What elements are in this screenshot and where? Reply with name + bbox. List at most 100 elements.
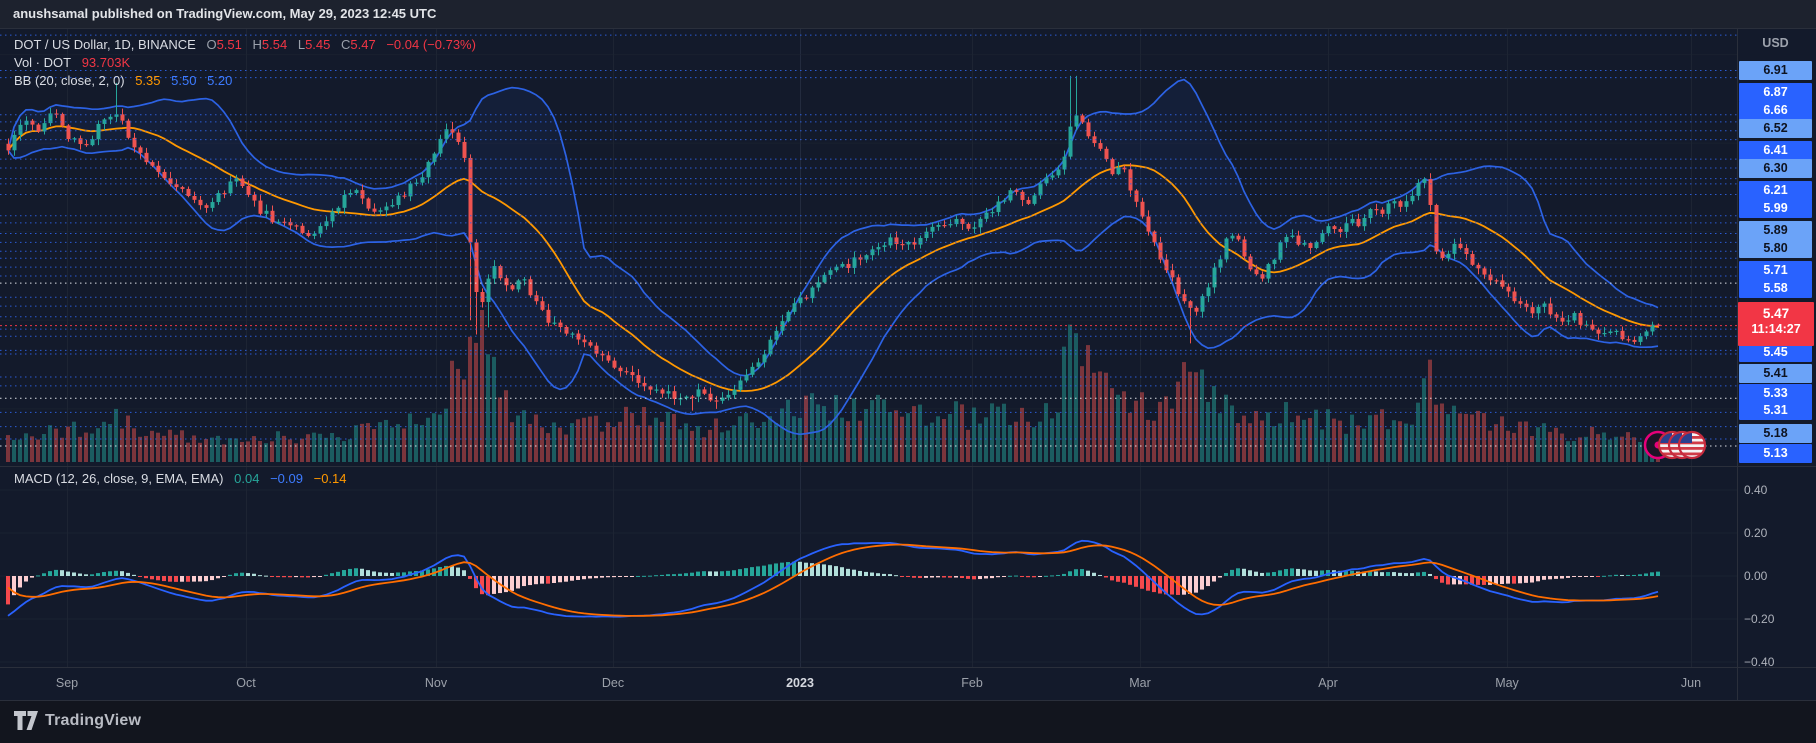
price-axis-label[interactable]: 6.21 — [1739, 180, 1812, 200]
price-axis-label[interactable]: 5.41 — [1739, 363, 1812, 383]
macd-histogram-bar — [132, 574, 136, 576]
time-axis-label[interactable]: Nov — [424, 676, 448, 690]
candle-body — [708, 393, 713, 401]
volume-bar — [624, 406, 628, 462]
volume-bar — [1296, 415, 1300, 462]
price-axis-label[interactable]: 5.99 — [1739, 198, 1812, 218]
macd-histogram-bar — [690, 572, 694, 576]
time-axis-label[interactable]: 2023 — [786, 676, 814, 690]
price-axis-label[interactable]: 6.41 — [1739, 140, 1812, 160]
volume-bar — [426, 417, 430, 462]
price-axis-label[interactable]: 5.45 — [1739, 342, 1812, 362]
price-axis-currency[interactable]: USD — [1762, 36, 1789, 50]
candle-body — [120, 114, 125, 121]
candle-body — [258, 200, 263, 214]
volume-bar — [960, 404, 964, 462]
price-axis-label[interactable]: 6.52 — [1739, 118, 1812, 138]
time-axis-label[interactable]: Dec — [601, 676, 625, 690]
macd-histogram-bar — [366, 570, 370, 576]
time-axis-label[interactable]: Oct — [236, 676, 256, 690]
ohlc-open-value: 5.51 — [216, 37, 242, 52]
candle-body — [306, 232, 311, 236]
volume-legend[interactable]: Vol · DOT 93.703K — [14, 55, 130, 70]
macd-histogram-bar — [654, 575, 658, 577]
bb-lower-value: 5.20 — [207, 73, 233, 88]
volume-bar — [114, 408, 118, 462]
time-axis-label[interactable]: Mar — [1129, 676, 1151, 690]
bb-legend-name: BB (20, close, 2, 0) — [14, 73, 125, 88]
candle-body — [144, 152, 149, 163]
price-axis-label[interactable]: 5.33 — [1739, 383, 1812, 403]
candle-body — [732, 389, 737, 395]
candle-body — [1386, 203, 1391, 214]
volume-bar — [546, 433, 550, 462]
macd-histogram-bar — [1542, 576, 1546, 580]
volume-bar — [270, 441, 274, 462]
tradingview-logo[interactable]: TradingView — [14, 711, 141, 730]
volume-bar — [1452, 405, 1456, 462]
macd-histogram-bar — [258, 575, 262, 577]
candle-body — [600, 353, 605, 356]
price-axis-label[interactable]: 6.66 — [1739, 100, 1812, 120]
volume-bar — [912, 406, 916, 462]
price-axis-label[interactable]: 5.80 — [1739, 238, 1812, 258]
time-axis-label[interactable]: Jun — [1680, 676, 1702, 690]
volume-bar — [1338, 420, 1342, 462]
macd-histogram-bar — [516, 576, 520, 589]
macd-legend[interactable]: MACD (12, 26, close, 9, EMA, EMA) 0.04 −… — [14, 471, 347, 486]
candle-body — [1452, 243, 1457, 254]
macd-histogram-bar — [660, 574, 664, 576]
symbol-title[interactable]: DOT / US Dollar, 1D, BINANCE — [14, 37, 196, 52]
candle-body — [1290, 235, 1295, 237]
price-axis-label[interactable]: 6.87 — [1739, 82, 1812, 102]
macd-line-value: −0.09 — [270, 471, 303, 486]
price-axis-label[interactable]: 6.91 — [1739, 60, 1812, 80]
volume-bar — [438, 414, 442, 462]
price-axis-label[interactable]: 5.89 — [1739, 220, 1812, 240]
candle-body — [1542, 303, 1547, 307]
macd-histogram-bar — [534, 576, 538, 585]
macd-histogram-bar — [186, 576, 190, 582]
volume-bar — [306, 434, 310, 462]
price-axis-label[interactable]: 5.13 — [1739, 443, 1812, 463]
candle-body — [702, 389, 707, 394]
volume-bar — [1218, 413, 1222, 462]
price-axis-label[interactable]: 6.30 — [1739, 158, 1812, 178]
candle-body — [1566, 320, 1571, 322]
time-axis-label[interactable]: May — [1495, 676, 1519, 690]
candle-body — [486, 278, 491, 303]
candle-body — [1242, 239, 1247, 257]
macd-histogram-bar — [1416, 572, 1420, 576]
candle-body — [1140, 201, 1145, 217]
macd-histogram-bar — [1074, 569, 1078, 576]
volume-bar — [378, 422, 382, 462]
volume-bar — [1110, 388, 1114, 462]
price-axis-label[interactable]: 5.58 — [1739, 278, 1812, 298]
macd-histogram-bar — [324, 574, 328, 576]
price-axis-label[interactable]: 5.31 — [1739, 400, 1812, 420]
macd-histogram-bar — [1302, 569, 1306, 576]
candle-body — [1014, 190, 1019, 192]
macd-histogram-bar — [606, 576, 610, 578]
macd-histogram-bar — [84, 574, 88, 576]
volume-bar — [792, 416, 796, 462]
candle-body — [540, 301, 545, 310]
bb-legend[interactable]: BB (20, close, 2, 0) 5.35 5.50 5.20 — [14, 73, 232, 88]
candle-body — [204, 205, 209, 208]
current-price-label[interactable]: 5.47 11:14:27 — [1738, 302, 1814, 346]
bollinger-bands — [7, 78, 1659, 436]
symbol-legend[interactable]: DOT / US Dollar, 1D, BINANCE O5.51 H5.54… — [14, 37, 476, 52]
macd-histogram-bar — [450, 566, 454, 576]
volume-bar — [1344, 433, 1348, 462]
volume-bar — [372, 429, 376, 462]
candle-body — [372, 208, 377, 212]
macd-histogram-bar — [6, 576, 10, 605]
time-axis-label[interactable]: Apr — [1318, 676, 1338, 690]
price-axis-label[interactable]: 5.71 — [1739, 260, 1812, 280]
candle-body — [948, 224, 953, 226]
time-axis-label[interactable]: Sep — [55, 676, 79, 690]
price-axis-label[interactable]: 5.18 — [1739, 423, 1812, 443]
time-axis-label[interactable]: Feb — [961, 676, 983, 690]
volume-bar — [1074, 333, 1078, 462]
